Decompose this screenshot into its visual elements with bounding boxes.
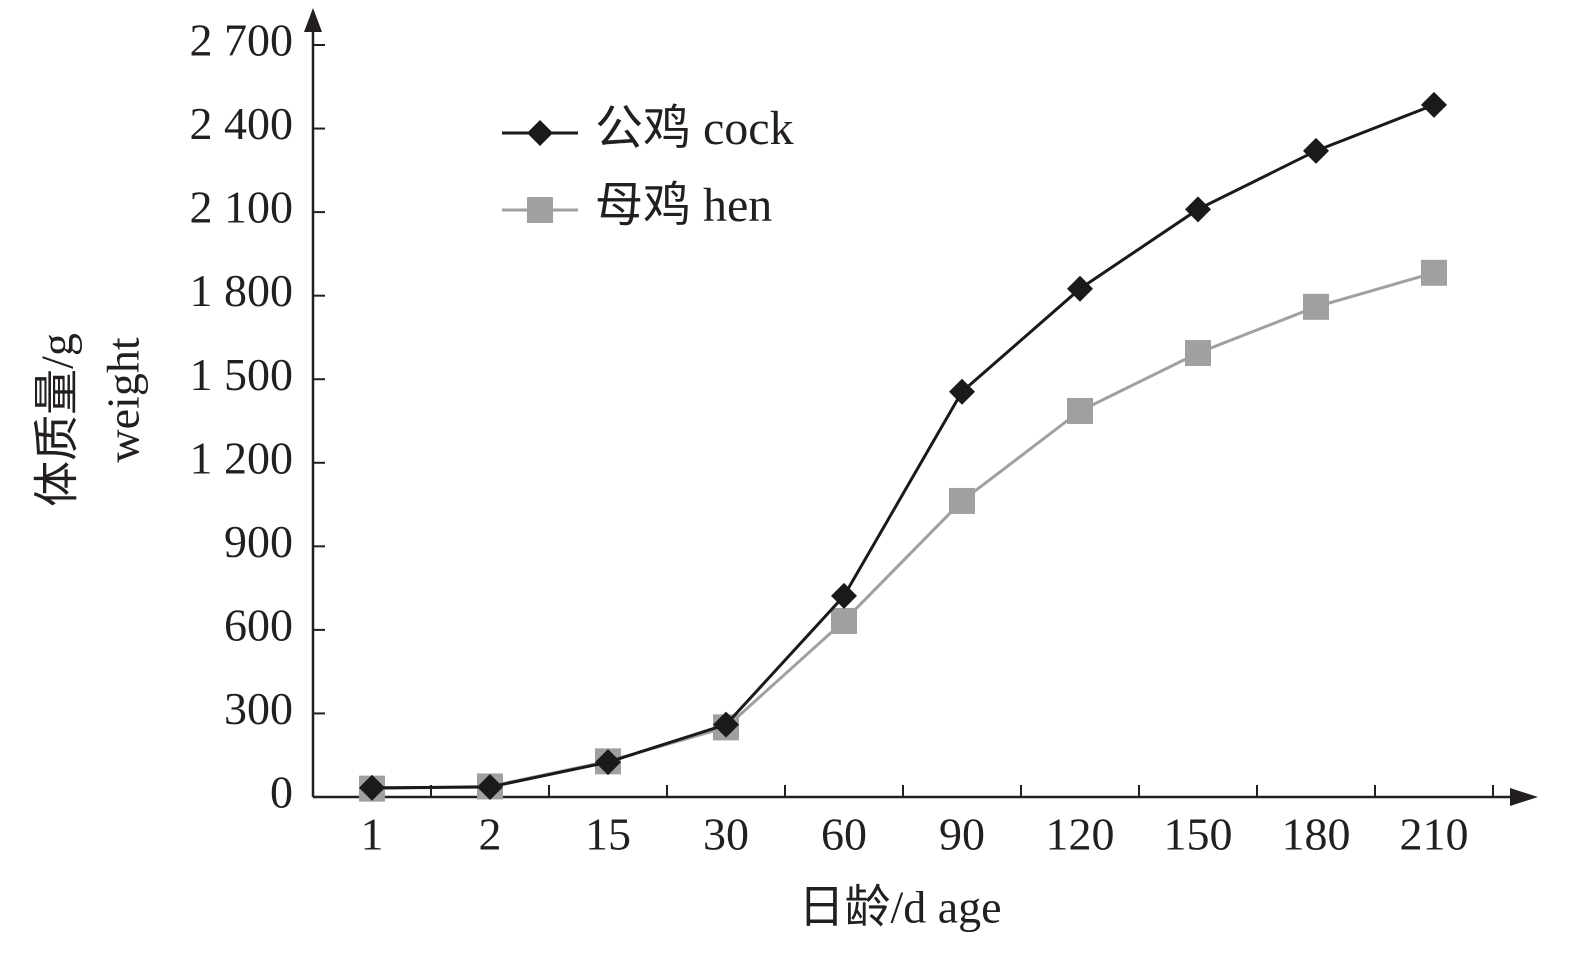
- y-tick-label: 1 200: [190, 432, 294, 483]
- point: [949, 378, 975, 405]
- point: [1303, 137, 1329, 164]
- y-tick-label: 1 500: [190, 349, 294, 400]
- point: [1185, 340, 1211, 367]
- legend-label: 母鸡 hen: [595, 179, 772, 232]
- x-tick-label: 30: [703, 809, 749, 860]
- legend-marker: [527, 197, 553, 223]
- series-line: [371, 271, 1435, 791]
- x-axis-arrow: [1510, 788, 1538, 806]
- point: [1421, 259, 1447, 286]
- y-tick-label: 2 700: [190, 15, 294, 66]
- series-line: [371, 103, 1435, 790]
- y-tick-label: 2 400: [190, 98, 294, 149]
- point: [595, 749, 621, 776]
- y-axis-label: weight: [98, 337, 149, 462]
- point: [1067, 275, 1093, 302]
- point: [713, 711, 739, 738]
- point: [1421, 91, 1447, 118]
- y-tick-label: 900: [224, 516, 293, 567]
- x-tick-label: 150: [1164, 809, 1233, 860]
- y-tick-label: 300: [224, 683, 293, 734]
- legend-label: 公鸡 cock: [595, 102, 794, 155]
- x-tick-label: 120: [1046, 809, 1115, 860]
- point: [949, 487, 975, 514]
- y-axis-label: 体质量/g: [32, 333, 83, 507]
- x-tick-label: 60: [821, 809, 867, 860]
- y-tick-label: 600: [224, 599, 293, 650]
- point: [1185, 196, 1211, 223]
- y-tick-label: 2 100: [190, 182, 294, 233]
- y-tick-label: 0: [270, 767, 293, 818]
- x-tick-label: 180: [1282, 809, 1351, 860]
- x-tick-label: 210: [1400, 809, 1469, 860]
- x-tick-label: 15: [585, 809, 631, 860]
- x-tick-label: 2: [479, 809, 502, 860]
- point: [1303, 293, 1329, 320]
- legend-marker: [527, 120, 553, 146]
- point: [1067, 397, 1093, 424]
- point: [477, 773, 503, 800]
- point: [359, 774, 385, 801]
- x-axis-label: 日龄/d age: [798, 882, 1001, 933]
- x-tick-label: 90: [939, 809, 985, 860]
- point: [831, 607, 857, 634]
- y-axis-arrow: [304, 8, 322, 32]
- point: [831, 582, 857, 609]
- x-tick-label: 1: [361, 809, 384, 860]
- y-tick-label: 1 800: [190, 265, 294, 316]
